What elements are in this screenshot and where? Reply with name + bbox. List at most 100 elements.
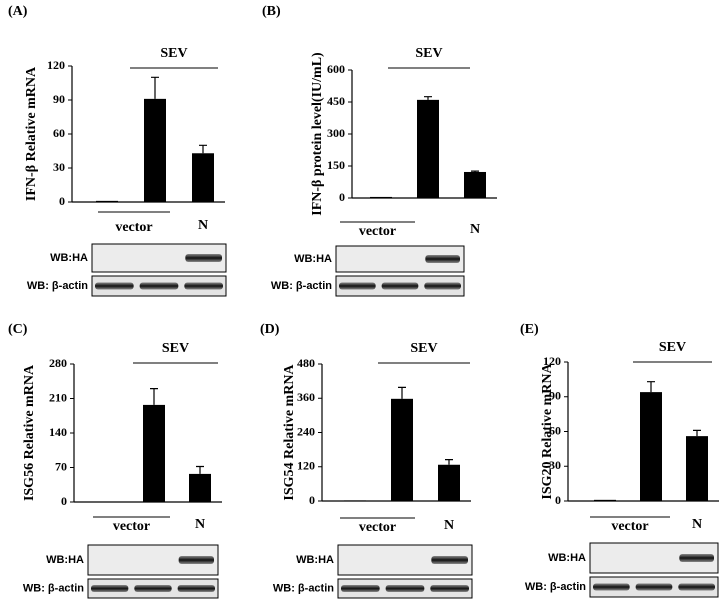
y-tick-label: 90: [549, 389, 561, 403]
bar: [391, 398, 413, 501]
y-tick-label: 300: [327, 126, 345, 140]
ha-band: [185, 254, 222, 262]
actin-band: [339, 282, 376, 290]
vector-label: vector: [359, 224, 396, 239]
bar: [144, 98, 166, 202]
error-bar: [398, 386, 406, 399]
panel-label: (D): [260, 322, 280, 337]
bar: [417, 99, 439, 198]
error-bar: [150, 388, 158, 405]
actin-band: [385, 585, 425, 592]
bar: [686, 436, 708, 501]
x-tick-label: N: [444, 518, 454, 533]
bar: [438, 464, 460, 501]
bar: [640, 392, 662, 501]
y-tick-label: 30: [53, 160, 65, 174]
ha-band: [178, 556, 214, 564]
bar: [594, 499, 616, 501]
blot-ha: [87, 544, 219, 576]
blot-label: WB:HA: [296, 554, 334, 566]
error-bar: [471, 170, 479, 172]
actin-band: [593, 583, 630, 591]
vector-label: vector: [611, 519, 648, 534]
bar: [464, 171, 486, 198]
blot-label: WB: β-actin: [271, 280, 332, 292]
actin-band: [184, 282, 223, 290]
y-tick-label: 0: [339, 190, 345, 204]
bar: [96, 200, 118, 202]
bar: [370, 196, 392, 198]
y-tick-label: 360: [297, 390, 315, 404]
bar: [344, 500, 366, 501]
actin-band: [91, 585, 129, 592]
sev-label: SEV: [415, 46, 442, 61]
panel-label: (E): [520, 322, 539, 337]
y-tick-label: 0: [309, 493, 315, 507]
actin-band: [95, 282, 134, 290]
error-bar: [199, 144, 207, 154]
blot-label: WB:HA: [46, 554, 84, 566]
error-bar: [445, 459, 453, 465]
ha-band: [679, 554, 714, 562]
x-tick-label: N: [692, 517, 702, 532]
y-tick-label: 450: [327, 94, 345, 108]
y-axis-label: ISG20 Relative mRNA: [540, 363, 555, 500]
actin-band: [678, 583, 715, 591]
y-tick-label: 600: [327, 62, 345, 76]
y-tick-label: 90: [53, 92, 65, 106]
actin-band: [381, 282, 419, 290]
y-tick-label: 280: [49, 356, 67, 370]
y-tick-label: 480: [297, 356, 315, 370]
bar: [189, 473, 211, 502]
blot-label: WB: β-actin: [27, 280, 88, 292]
y-tick-label: 210: [49, 390, 67, 404]
y-tick-label: 60: [549, 423, 561, 437]
blot-label: WB:HA: [548, 552, 586, 564]
error-bar: [424, 96, 432, 100]
vector-label: vector: [115, 220, 152, 235]
actin-band: [424, 282, 461, 290]
ha-band: [431, 556, 468, 564]
sev-label: SEV: [410, 341, 437, 356]
sev-label: SEV: [162, 341, 189, 356]
y-tick-label: 0: [59, 194, 65, 208]
y-tick-label: 150: [327, 158, 345, 172]
y-axis-label: ISG54 Relative mRNA: [282, 364, 297, 501]
error-bar: [693, 429, 701, 437]
y-tick-label: 70: [55, 459, 67, 473]
error-bar: [151, 76, 159, 99]
ha-band: [425, 255, 460, 263]
y-tick-label: 120: [47, 58, 65, 72]
panel-label: (C): [8, 322, 28, 337]
panel-label: (A): [8, 4, 28, 19]
vector-label: vector: [359, 520, 396, 535]
y-axis-label: ISG56 Relative mRNA: [22, 364, 37, 501]
actin-band: [139, 282, 179, 290]
actin-band: [341, 585, 380, 592]
sev-label: SEV: [659, 340, 686, 355]
blot-label: WB:HA: [50, 252, 88, 264]
x-tick-label: N: [470, 222, 480, 237]
blot-label: WB: β-actin: [273, 582, 334, 594]
bar: [143, 404, 165, 502]
actin-band: [430, 585, 469, 592]
y-tick-label: 30: [549, 458, 561, 472]
y-tick-label: 240: [297, 424, 315, 438]
x-tick-label: N: [195, 517, 205, 532]
panel-label: (B): [262, 4, 281, 19]
y-tick-label: 0: [555, 493, 561, 507]
actin-band: [177, 585, 215, 592]
y-axis-label: IFN-β Relative mRNA: [24, 66, 39, 201]
sev-label: SEV: [160, 46, 187, 61]
blot-ha: [335, 245, 465, 273]
y-tick-label: 120: [543, 354, 561, 368]
y-tick-label: 120: [297, 459, 315, 473]
bar: [192, 153, 214, 202]
vector-label: vector: [113, 519, 150, 534]
actin-band: [134, 585, 172, 592]
blot-label: WB: β-actin: [525, 581, 586, 593]
y-tick-label: 60: [53, 126, 65, 140]
blot-label: WB:HA: [294, 253, 332, 265]
error-bar: [647, 381, 655, 393]
